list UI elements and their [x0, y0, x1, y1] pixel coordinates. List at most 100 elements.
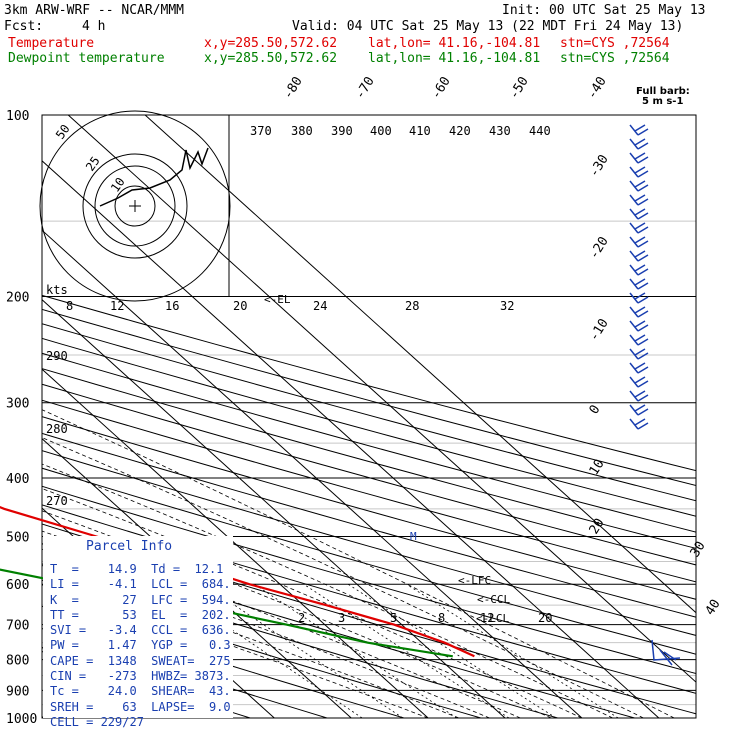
theta-label: 430 — [489, 124, 511, 138]
parcel-row: SVI = -3.4 CCL = 636. — [50, 623, 231, 638]
pressure-tick-label: 300 — [6, 397, 29, 412]
temperature-station: stn=CYS ,72564 — [560, 36, 670, 51]
parcel-info-table: T = 14.9 Td = 12.1 LI = -4.1 LCL = 684. … — [50, 562, 231, 730]
isotherm — [67, 115, 696, 683]
wind-barb — [629, 278, 649, 290]
isotherm-label: -50 — [507, 74, 532, 102]
moist-adiabat — [42, 437, 644, 718]
dry-adiabat — [42, 605, 405, 718]
hodograph-ring — [94, 165, 176, 247]
pressure-tick-label: 400 — [6, 472, 29, 487]
dry-adiabat — [42, 485, 696, 675]
speed-tick-label: 28 — [405, 299, 419, 313]
dry-adiabat — [42, 308, 696, 487]
wind-barb — [629, 306, 649, 318]
isotherm-label: -30 — [587, 152, 612, 180]
theta-label: 420 — [449, 124, 471, 138]
speed-tick-label: 12 — [110, 299, 124, 313]
wind-barb — [629, 208, 649, 220]
dry-adiabat — [42, 416, 696, 600]
hodograph-ring-label: 50 — [53, 122, 73, 142]
parcel-row: LI = -4.1 LCL = 684. — [50, 577, 231, 592]
pressure-tick-label: 200 — [6, 291, 29, 306]
theta-label: 370 — [250, 124, 272, 138]
dewpoint-station: stn=CYS ,72564 — [560, 51, 670, 66]
hodograph-ring — [39, 110, 231, 302]
isotherm-label: 40 — [703, 597, 724, 618]
wind-barb — [629, 138, 649, 150]
wind-barb — [629, 152, 649, 164]
mixing-ratio-label: 12 — [480, 611, 494, 625]
speed-tick-label: 24 — [313, 299, 327, 313]
theta-label: 400 — [370, 124, 392, 138]
hodograph-ring-label: 10 — [108, 175, 128, 195]
parcel-row: Tc = 24.0 SHEAR= 43. — [50, 684, 231, 699]
moist-adiabat — [42, 463, 613, 718]
speed-tick-label: 20 — [233, 299, 247, 313]
parcel-row: T = 14.9 Td = 12.1 — [50, 562, 224, 576]
speed-tick-label: 16 — [165, 299, 179, 313]
parcel-info-background — [43, 536, 233, 718]
isotherm-label: -20 — [587, 234, 612, 262]
parcel-level-marker: M — [410, 530, 417, 543]
dry-adiabat — [42, 467, 696, 655]
dry-adiabat — [42, 399, 696, 583]
parcel-row: PW = 1.47 YGP = 0.3 — [50, 638, 231, 653]
parcel-row: K = 27 LFC = 594. — [50, 592, 231, 607]
moist-adiabat — [42, 488, 583, 718]
dry-adiabat — [42, 584, 481, 718]
pressure-tick-label: 700 — [6, 619, 29, 634]
temperature-legend-label: Temperature — [8, 36, 95, 51]
pressure-tick-label: 100 — [6, 109, 29, 124]
parcel-row: CELL = 229/27 — [50, 714, 144, 729]
isotherm — [42, 299, 506, 718]
barb-legend-title: Full barb: — [636, 86, 690, 97]
wind-barb — [651, 639, 681, 666]
moist-adiabat — [42, 510, 552, 718]
wind-barb — [629, 376, 649, 388]
wind-barb — [629, 362, 649, 374]
dry-adiabat — [42, 563, 558, 718]
wind-barb — [629, 292, 649, 304]
moist-adiabat — [42, 579, 429, 718]
isotherm-label: -60 — [429, 74, 454, 102]
dry-adiabat — [42, 294, 696, 472]
theta-label: 280 — [46, 422, 68, 436]
wind-barb — [629, 264, 649, 276]
isotherm-label: -70 — [353, 74, 378, 102]
wind-barb — [629, 124, 649, 136]
wind-barb — [629, 180, 649, 192]
pressure-tick-label: 1000 — [6, 712, 37, 727]
isotherm-label: -40 — [585, 74, 610, 102]
temperature-line — [0, 506, 475, 658]
dry-adiabat — [42, 323, 696, 502]
parcel-row: CIN = -273 HWBZ= 3873. — [50, 669, 231, 684]
wind-barb — [629, 404, 649, 416]
dewpoint-line — [0, 568, 453, 658]
wind-barb — [629, 390, 649, 402]
valid-time: Valid: 04 UTC Sat 25 May 13 (22 MDT Fri … — [292, 19, 684, 34]
wind-barb — [629, 418, 649, 430]
parcel-level-marker: <-LFC — [458, 574, 491, 587]
fcst-value: 4 h — [82, 19, 106, 34]
pressure-tick-label: 900 — [6, 684, 29, 699]
parcel-level-marker: <-LCL — [476, 612, 509, 625]
isotherm-label: 10 — [587, 457, 608, 478]
parcel-level-marker: <-EL — [264, 293, 291, 306]
theta-label: 290 — [46, 349, 68, 363]
theta-label: 410 — [409, 124, 431, 138]
wind-barb — [629, 348, 649, 360]
wind-barb — [629, 250, 649, 262]
theta-label: 270 — [46, 494, 68, 508]
temperature-xy: x,y=285.50,572.62 — [204, 36, 338, 51]
speed-tick-label: 8 — [66, 299, 73, 313]
dry-adiabat — [42, 352, 696, 533]
isotherm-label: 20 — [587, 516, 608, 537]
mixing-ratio-line — [347, 583, 557, 718]
plot-border — [41, 114, 697, 719]
moist-adiabat — [42, 409, 675, 718]
fcst-label: Fcst: — [4, 19, 44, 34]
parcel-row: TT = 53 EL = 202. — [50, 607, 231, 622]
barb-legend-value: 5 m s-1 — [642, 96, 684, 107]
